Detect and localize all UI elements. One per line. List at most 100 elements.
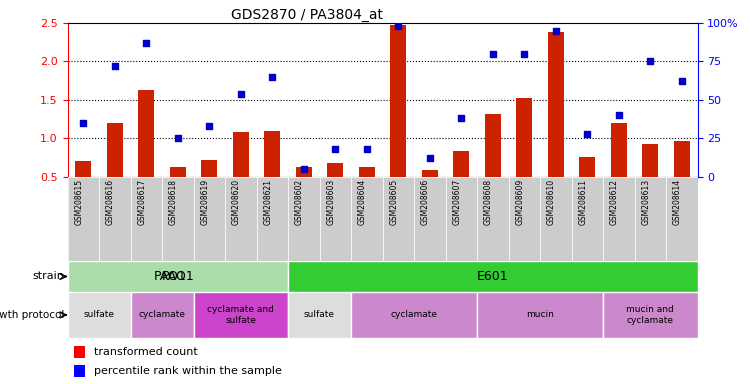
Bar bbox=[390, 25, 406, 177]
Point bbox=[266, 74, 278, 80]
Point bbox=[77, 120, 89, 126]
Bar bbox=[75, 161, 92, 177]
Bar bbox=[74, 346, 86, 358]
Text: GSM208610: GSM208610 bbox=[547, 179, 556, 225]
Point bbox=[392, 23, 404, 29]
Point bbox=[455, 115, 467, 121]
Point bbox=[518, 51, 530, 57]
Bar bbox=[264, 131, 280, 177]
Bar bbox=[477, 292, 603, 338]
Point bbox=[235, 91, 247, 97]
Point bbox=[613, 112, 625, 118]
Bar bbox=[509, 177, 540, 261]
Text: growth protocol: growth protocol bbox=[0, 310, 64, 320]
Bar bbox=[68, 177, 99, 261]
Bar bbox=[99, 177, 130, 261]
Bar bbox=[130, 177, 162, 261]
Bar bbox=[642, 144, 658, 177]
Bar bbox=[232, 132, 248, 177]
Bar bbox=[138, 90, 154, 177]
Bar bbox=[170, 167, 186, 177]
Bar bbox=[130, 292, 194, 338]
Point bbox=[676, 78, 688, 84]
Point bbox=[109, 63, 121, 69]
Bar bbox=[484, 114, 501, 177]
Bar bbox=[446, 177, 477, 261]
Bar bbox=[666, 177, 698, 261]
Bar bbox=[603, 292, 698, 338]
Bar bbox=[74, 365, 86, 377]
Text: GSM208620: GSM208620 bbox=[232, 179, 241, 225]
Bar bbox=[603, 177, 634, 261]
Bar bbox=[540, 177, 572, 261]
Bar bbox=[634, 177, 666, 261]
Text: GSM208619: GSM208619 bbox=[200, 179, 209, 225]
Text: GSM208618: GSM208618 bbox=[169, 179, 178, 225]
Bar bbox=[548, 32, 564, 177]
Bar bbox=[320, 177, 351, 261]
Text: GSM208617: GSM208617 bbox=[137, 179, 146, 225]
Bar bbox=[453, 151, 470, 177]
Text: GSM208621: GSM208621 bbox=[263, 179, 272, 225]
Bar bbox=[358, 167, 375, 177]
Bar bbox=[256, 177, 288, 261]
Point bbox=[581, 131, 593, 137]
Text: percentile rank within the sample: percentile rank within the sample bbox=[94, 366, 282, 376]
Text: cyclamate and
sulfate: cyclamate and sulfate bbox=[207, 305, 274, 324]
Text: GSM208605: GSM208605 bbox=[389, 179, 398, 225]
Point bbox=[644, 58, 656, 65]
Point bbox=[361, 146, 373, 152]
Bar bbox=[194, 177, 225, 261]
Text: GSM208614: GSM208614 bbox=[673, 179, 682, 225]
Bar bbox=[327, 163, 343, 177]
Bar bbox=[414, 177, 446, 261]
Text: PAO1: PAO1 bbox=[161, 270, 194, 283]
Point bbox=[550, 28, 562, 34]
Title: GDS2870 / PA3804_at: GDS2870 / PA3804_at bbox=[231, 8, 383, 22]
Point bbox=[487, 51, 499, 57]
Bar bbox=[194, 292, 288, 338]
Bar bbox=[382, 177, 414, 261]
Point bbox=[203, 123, 215, 129]
Bar bbox=[106, 123, 123, 177]
Text: sulfate: sulfate bbox=[83, 310, 115, 319]
Text: GSM208603: GSM208603 bbox=[326, 179, 335, 225]
Text: GSM208604: GSM208604 bbox=[358, 179, 367, 225]
Text: GSM208602: GSM208602 bbox=[295, 179, 304, 225]
Text: cyclamate: cyclamate bbox=[391, 310, 437, 319]
Text: transformed count: transformed count bbox=[94, 347, 198, 357]
Text: E601: E601 bbox=[477, 270, 508, 283]
Text: GSM208611: GSM208611 bbox=[578, 179, 587, 225]
Bar bbox=[288, 292, 351, 338]
Bar bbox=[572, 177, 603, 261]
Text: GSM208606: GSM208606 bbox=[421, 179, 430, 225]
Text: GSM208616: GSM208616 bbox=[106, 179, 115, 225]
Bar bbox=[579, 157, 596, 177]
Point bbox=[298, 166, 310, 172]
Bar bbox=[351, 177, 382, 261]
Bar bbox=[288, 261, 698, 292]
Text: GSM208609: GSM208609 bbox=[515, 179, 524, 225]
Bar bbox=[68, 261, 288, 292]
Bar bbox=[225, 177, 256, 261]
Text: mucin and
cyclamate: mucin and cyclamate bbox=[626, 305, 674, 324]
Bar bbox=[296, 167, 312, 177]
Bar bbox=[351, 292, 477, 338]
Text: cyclamate: cyclamate bbox=[139, 310, 185, 319]
Text: sulfate: sulfate bbox=[304, 310, 335, 319]
Bar bbox=[201, 160, 217, 177]
Text: PAO1: PAO1 bbox=[154, 270, 186, 283]
Point bbox=[140, 40, 152, 46]
Text: strain: strain bbox=[32, 271, 64, 281]
Point bbox=[329, 146, 341, 152]
Point bbox=[172, 135, 184, 141]
Bar bbox=[516, 98, 532, 177]
Bar bbox=[477, 177, 508, 261]
Bar bbox=[162, 177, 194, 261]
Bar bbox=[674, 141, 690, 177]
Text: GSM208608: GSM208608 bbox=[484, 179, 493, 225]
Point bbox=[424, 155, 436, 161]
Text: GSM208615: GSM208615 bbox=[74, 179, 83, 225]
Bar bbox=[422, 170, 438, 177]
Bar bbox=[288, 177, 320, 261]
